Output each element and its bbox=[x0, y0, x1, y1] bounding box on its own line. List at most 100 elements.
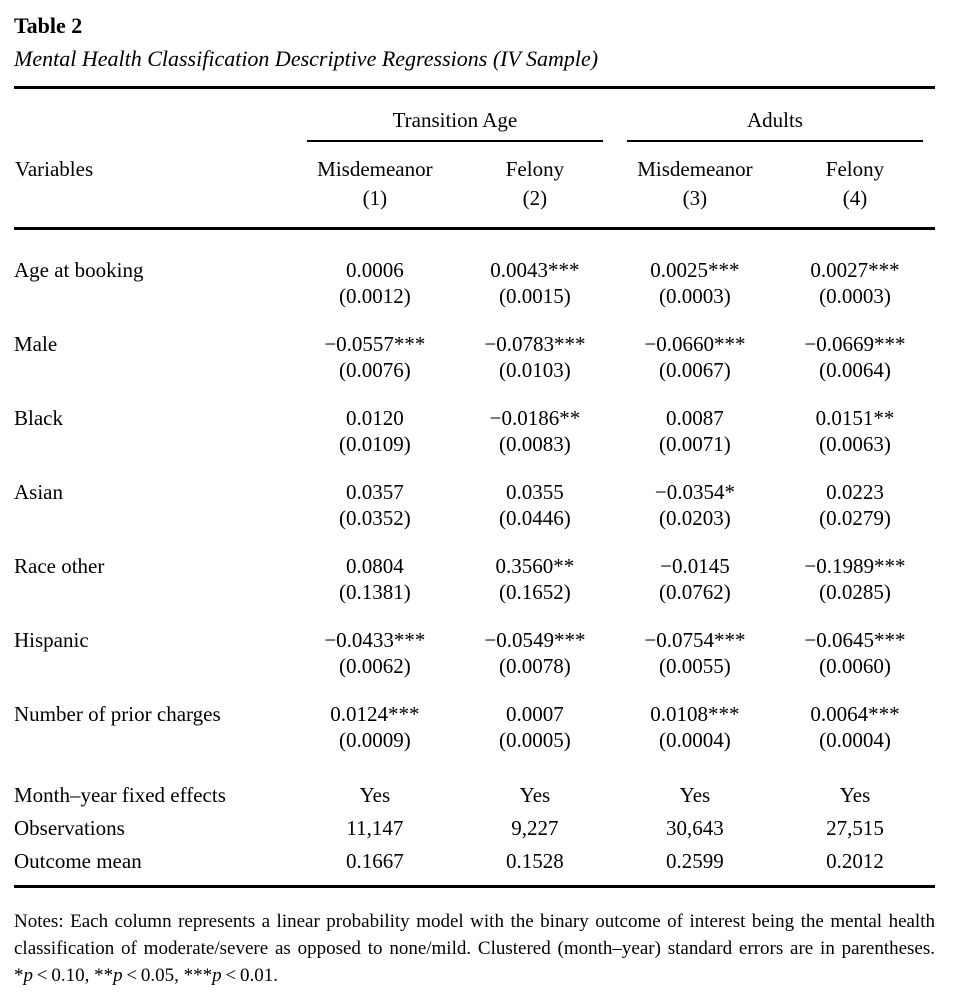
notes-body: Notes: Each column represents a linear p… bbox=[14, 911, 935, 959]
std-error-cell: (0.0003) bbox=[819, 284, 891, 308]
column-number-1: (1) bbox=[362, 186, 388, 210]
std-error-cell: (0.0203) bbox=[659, 506, 731, 530]
coefficient-cell: −0.0354* bbox=[654, 480, 735, 504]
std-error-cell: (0.0062) bbox=[339, 654, 411, 678]
coefficient-cell: 0.0087 bbox=[666, 406, 724, 430]
std-error-cell: (0.0004) bbox=[819, 728, 891, 752]
significance-level: *p < 0.10, bbox=[14, 965, 89, 986]
variable-name: Asian bbox=[14, 480, 63, 504]
column-number-2: (2) bbox=[522, 186, 548, 210]
notes-significance: *p < 0.10, **p < 0.05, ***p < 0.01. bbox=[14, 965, 278, 986]
std-error-row: (0.0012) (0.0015) (0.0003) (0.0003) bbox=[14, 283, 935, 331]
p-symbol: p bbox=[113, 965, 123, 986]
summary-value-cell: 9,227 bbox=[511, 816, 559, 840]
std-error-row: (0.0109) (0.0083) (0.0071) (0.0063) bbox=[14, 431, 935, 479]
std-error-cell: (0.1381) bbox=[339, 580, 411, 604]
std-error-cell: (0.0762) bbox=[659, 580, 731, 604]
std-error-row: (0.0352) (0.0446) (0.0203) (0.0279) bbox=[14, 505, 935, 553]
coefficient-cell: 0.0027*** bbox=[810, 258, 900, 282]
column-header-3: Misdemeanor bbox=[637, 157, 753, 181]
std-error-cell: (0.0071) bbox=[659, 432, 731, 456]
coefficient-cell: −0.0557*** bbox=[324, 332, 426, 356]
coefficient-cell: 0.0108*** bbox=[650, 702, 740, 726]
variables-header: Variables bbox=[15, 157, 94, 181]
coefficient-cell: −0.0145 bbox=[660, 554, 730, 578]
summary-value-cell: 30,643 bbox=[666, 816, 724, 840]
coefficient-cell: −0.0669*** bbox=[804, 332, 906, 356]
group-header-spacer bbox=[14, 88, 295, 143]
summary-label: Month–year fixed effects bbox=[14, 783, 226, 807]
coefficient-cell: −0.0645*** bbox=[804, 628, 906, 652]
significance-level: **p < 0.05, bbox=[94, 965, 179, 986]
coefficient-cell: −0.0549*** bbox=[484, 628, 586, 652]
variable-name: Race other bbox=[14, 554, 105, 578]
std-error-cell: (0.0076) bbox=[339, 358, 411, 382]
coefficient-section: Age at booking 0.0006 0.0043*** 0.0025*** 0.… bbox=[14, 229, 935, 776]
std-error-row: (0.0076) (0.0103) (0.0067) (0.0064) bbox=[14, 357, 935, 405]
summary-row: Outcome mean 0.1667 0.1528 0.2599 0.2012 bbox=[14, 845, 935, 887]
p-symbol: p bbox=[23, 965, 34, 986]
std-error-cell: (0.0009) bbox=[339, 728, 411, 752]
coefficient-cell: −0.0783*** bbox=[484, 332, 586, 356]
summary-value-cell: 11,147 bbox=[346, 816, 404, 840]
std-error-cell: (0.0055) bbox=[659, 654, 731, 678]
coefficient-cell: 0.0120 bbox=[346, 406, 404, 430]
summary-row: Month–year fixed effects Yes Yes Yes Yes bbox=[14, 775, 935, 812]
coefficient-cell: −0.0660*** bbox=[644, 332, 746, 356]
std-error-cell: (0.0446) bbox=[499, 506, 571, 530]
variable-name: Black bbox=[14, 406, 63, 430]
std-error-cell: (0.0352) bbox=[339, 506, 411, 530]
summary-value-cell: 0.1528 bbox=[506, 849, 564, 873]
table-row: Asian 0.0357 0.0355 −0.0354* 0.0223 bbox=[14, 479, 935, 505]
std-error-cell: (0.0083) bbox=[499, 432, 571, 456]
coefficient-cell: −0.0186** bbox=[489, 406, 581, 430]
summary-value-cell: Yes bbox=[679, 783, 711, 807]
std-error-cell: (0.0067) bbox=[659, 358, 731, 382]
coefficient-cell: 0.0006 bbox=[346, 258, 404, 282]
p-symbol: p bbox=[212, 965, 222, 986]
column-number-row: (1) (2) (3) (4) bbox=[14, 183, 935, 229]
coefficient-cell: 0.0357 bbox=[346, 480, 404, 504]
summary-value-cell: 27,515 bbox=[826, 816, 884, 840]
coefficient-cell: 0.0804 bbox=[346, 554, 404, 578]
variable-name: Age at booking bbox=[14, 258, 144, 282]
table-row: Hispanic −0.0433*** −0.0549*** −0.0754*** −0… bbox=[14, 627, 935, 653]
group-header-row: Transition Age Adults bbox=[14, 88, 935, 143]
column-header-2: Felony bbox=[505, 157, 565, 181]
significance-threshold: < 0.01. bbox=[221, 965, 278, 986]
column-label-row: Variables Misdemeanor Felony Misdemeanor Fe… bbox=[14, 142, 935, 183]
group-label-transition-age: Transition Age bbox=[306, 107, 603, 142]
std-error-cell: (0.0005) bbox=[499, 728, 571, 752]
significance-threshold: < 0.10, bbox=[33, 965, 90, 986]
std-error-cell: (0.0064) bbox=[819, 358, 891, 382]
significance-stars: ** bbox=[94, 965, 114, 986]
coefficient-cell: 0.3560** bbox=[495, 554, 575, 578]
summary-label: Outcome mean bbox=[14, 849, 142, 873]
coefficient-cell: −0.0754*** bbox=[644, 628, 746, 652]
std-error-cell: (0.0060) bbox=[819, 654, 891, 678]
coefficient-cell: 0.0151** bbox=[815, 406, 895, 430]
summary-label: Observations bbox=[14, 816, 125, 840]
std-error-cell: (0.1652) bbox=[499, 580, 571, 604]
coefficient-cell: 0.0025*** bbox=[650, 258, 740, 282]
summary-value-cell: 0.2599 bbox=[666, 849, 724, 873]
summary-value-cell: Yes bbox=[839, 783, 871, 807]
std-error-cell: (0.0004) bbox=[659, 728, 731, 752]
coefficient-cell: −0.1989*** bbox=[804, 554, 906, 578]
std-error-row: (0.0062) (0.0078) (0.0055) (0.0060) bbox=[14, 653, 935, 701]
std-error-cell: (0.0078) bbox=[499, 654, 571, 678]
std-error-cell: (0.0003) bbox=[659, 284, 731, 308]
column-number-spacer bbox=[14, 183, 295, 229]
std-error-cell: (0.0279) bbox=[819, 506, 891, 530]
std-error-row: (0.1381) (0.1652) (0.0762) (0.0285) bbox=[14, 579, 935, 627]
std-error-cell: (0.0015) bbox=[499, 284, 571, 308]
column-header-1: Misdemeanor bbox=[317, 157, 433, 181]
significance-stars: * bbox=[14, 965, 24, 986]
table-number: Table 2 bbox=[14, 13, 83, 38]
coefficient-cell: 0.0043*** bbox=[490, 258, 580, 282]
table-row: Race other 0.0804 0.3560** −0.0145 −0.1989**… bbox=[14, 553, 935, 579]
std-error-cell: (0.0012) bbox=[339, 284, 411, 308]
variable-name: Hispanic bbox=[14, 628, 89, 652]
std-error-cell: (0.0103) bbox=[499, 358, 571, 382]
coefficient-cell: 0.0124*** bbox=[330, 702, 420, 726]
